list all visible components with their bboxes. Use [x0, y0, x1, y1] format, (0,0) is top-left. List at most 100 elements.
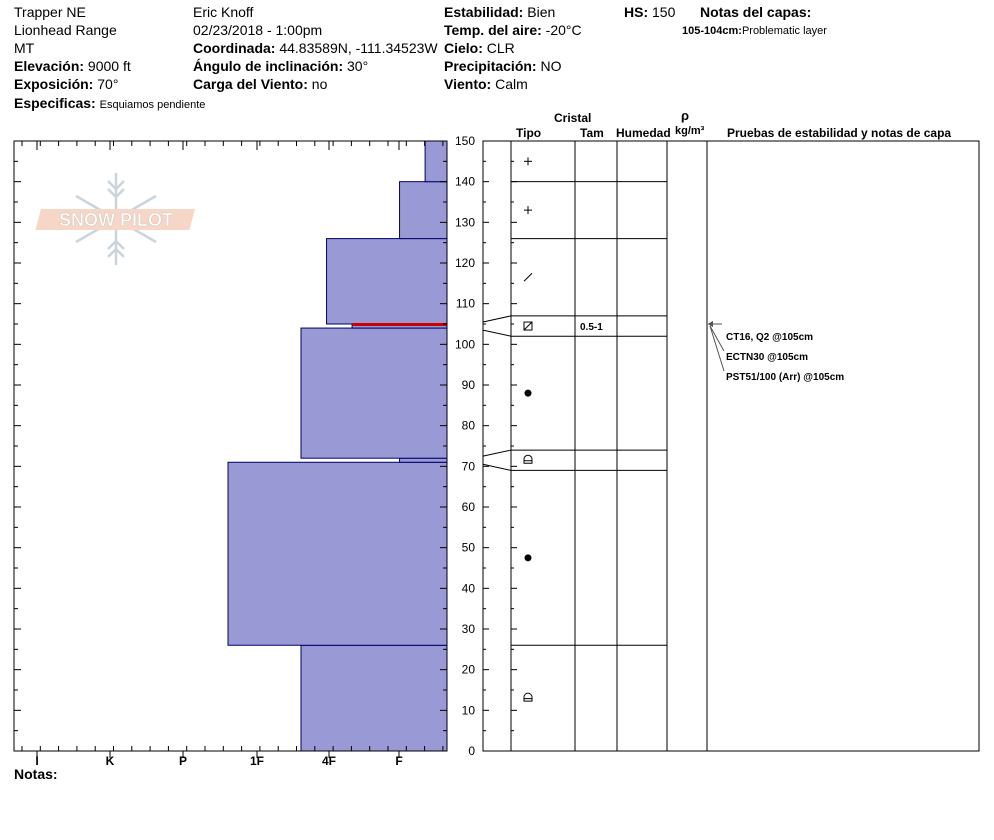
observer: Eric Knoff — [193, 4, 254, 20]
stability-label: Estabilidad: — [444, 4, 524, 20]
hardness-layer-bar — [399, 457, 448, 463]
layer-connector — [482, 449, 512, 457]
layer-connector — [482, 329, 512, 337]
depth-tick-label: 70 — [462, 459, 476, 473]
hardness-tick-label: P — [179, 754, 187, 768]
depth-tick-label: 120 — [455, 256, 475, 270]
slope-value: 30° — [347, 58, 369, 74]
depth-tick-label: 80 — [462, 419, 476, 433]
specifics-value: Esquiamos pendiente — [99, 99, 206, 111]
hardness-tick-label: I — [35, 754, 38, 768]
wind-load: Carga del Viento: no — [193, 76, 327, 92]
coordinates: Coordinada: 44.83589N, -111.34523W — [193, 40, 438, 56]
elevation: Elevación: 9000 ft — [14, 58, 131, 74]
elevation-value: 9000 ft — [87, 58, 131, 74]
moisture-header: Humedad — [616, 126, 671, 140]
hardness-layer-bar — [227, 461, 448, 646]
logo-text: SNOW PILOT — [59, 210, 173, 230]
depth-tick-label: 10 — [462, 703, 476, 717]
test-arrow-head — [708, 321, 713, 327]
location: Trapper NE — [14, 4, 86, 20]
hs: HS: 150 — [624, 4, 675, 20]
test-arrow — [709, 325, 725, 352]
crystal-header: Cristal — [554, 111, 592, 125]
layer-note: 105-104cm:Problematic layer — [682, 23, 827, 39]
depth-tick-label: 20 — [462, 663, 476, 677]
wind-value: Calm — [495, 76, 528, 92]
sky: Cielo: CLR — [444, 40, 515, 56]
depth-tick-label: 150 — [455, 134, 475, 148]
datetime: 02/23/2018 - 1:00pm — [193, 22, 323, 38]
depth-tick-label: 130 — [455, 215, 475, 229]
stability-test-label: PST51/100 (Arr) @105cm — [726, 372, 844, 383]
depth-tick-label: 140 — [455, 175, 475, 189]
depth-tick-label: 100 — [455, 337, 475, 351]
layer-note-range: 105-104cm: — [682, 25, 742, 37]
precipitation: Precipitación: NO — [444, 58, 561, 74]
layer-note-text: Problematic layer — [741, 25, 827, 37]
new-snow-icon — [524, 157, 532, 166]
tests-header: Pruebas de estabilidad y notas de capa — [727, 126, 952, 140]
depth-tick-label: 110 — [456, 297, 475, 311]
slope-label: Ángulo de inclinación: — [193, 58, 344, 74]
specifics-label: Especificas: — [14, 95, 96, 111]
snowpilot-logo: SNOW PILOT — [35, 173, 195, 265]
air-temp-label: Temp. del aire: — [444, 22, 542, 38]
test-arrow — [709, 325, 725, 372]
air-temp: Temp. del aire: -20°C — [444, 22, 582, 38]
wind-load-label: Carga del Viento: — [193, 76, 308, 92]
aspect-label: Exposición: — [14, 76, 94, 92]
aspect-value: 70° — [97, 76, 119, 92]
depth-tick-label: 90 — [462, 378, 476, 392]
hardness-tick-label: F — [395, 754, 402, 768]
sky-value: CLR — [486, 40, 515, 56]
aspect: Exposición: 70° — [14, 76, 118, 92]
precip-label: Precipitación: — [444, 58, 537, 74]
hs-value: 150 — [652, 4, 676, 20]
stability-value: Bien — [527, 4, 556, 20]
size-header: Tam — [580, 126, 604, 140]
depth-tick-label: 30 — [462, 622, 476, 636]
hardness-layer-bar — [326, 238, 448, 325]
crystal-size-value: 0.5-1 — [580, 322, 603, 333]
coord-value: 44.83589N, -111.34523W — [279, 40, 438, 56]
state: MT — [14, 40, 35, 56]
weak-layer-marker — [352, 323, 447, 326]
elevation-label: Elevación: — [14, 58, 85, 74]
decomposed-particle-icon — [523, 272, 533, 282]
hardness-tick-label: 4F — [322, 754, 336, 768]
sky-label: Cielo: — [444, 40, 483, 56]
density-unit-header: kg/m³ — [675, 125, 705, 137]
type-header: Tipo — [516, 126, 542, 140]
precip-value: NO — [540, 58, 562, 74]
layer-connector — [482, 315, 512, 323]
layer-notes-title: Notas del capas: — [700, 4, 812, 20]
new-snow-icon — [524, 206, 532, 215]
stability: Estabilidad: Bien — [444, 4, 555, 20]
wind: Viento: Calm — [444, 76, 528, 92]
depth-tick-label: 40 — [462, 581, 476, 595]
hardness-layer-bar — [300, 644, 448, 752]
stability-test-label: CT16, Q2 @105cm — [726, 332, 813, 343]
hardness-layer-bar — [399, 181, 448, 240]
hardness-layer-bar — [300, 327, 448, 459]
depth-tick-label: 50 — [462, 541, 476, 555]
specifics: Especificas: Esquiamos pendiente — [14, 95, 205, 113]
range: Lionhead Range — [14, 22, 117, 38]
rho-header: ρ — [681, 108, 690, 123]
hardness-tick-label: 1F — [250, 754, 264, 768]
layer-grid-frame — [482, 140, 980, 752]
faceted-rounded-icon — [523, 321, 533, 331]
rounded-grain-icon — [524, 389, 532, 397]
hardness-tick-label: K — [106, 754, 115, 768]
layer-connector — [482, 463, 512, 471]
hs-label: HS: — [624, 4, 649, 20]
wind-label: Viento: — [444, 76, 492, 92]
depth-tick-label: 60 — [462, 500, 476, 514]
slope-angle: Ángulo de inclinación: 30° — [193, 58, 368, 74]
rounded-grain-icon — [524, 554, 532, 562]
coord-label: Coordinada: — [193, 40, 276, 56]
wind-load-value: no — [311, 76, 328, 92]
depth-hoar-icon — [523, 692, 533, 702]
stability-test-label: ECTN30 @105cm — [726, 352, 808, 363]
